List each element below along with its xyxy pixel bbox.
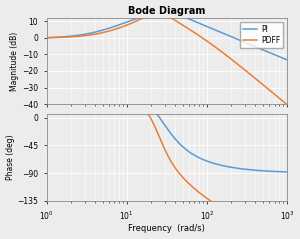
PDFF — [86, 34, 90, 37]
PI — [160, 11, 164, 13]
PDFF — [285, 103, 289, 106]
X-axis label: Frequency  (rad/s): Frequency (rad/s) — [128, 224, 205, 234]
PI — [45, 36, 48, 39]
PDFF — [280, 99, 284, 102]
PDFF — [137, 19, 141, 22]
PDFF — [255, 78, 258, 81]
PI — [86, 32, 90, 35]
PI — [147, 13, 151, 16]
PI — [137, 16, 141, 19]
PDFF — [147, 14, 151, 17]
PI — [280, 56, 284, 59]
PI — [72, 34, 76, 37]
Legend: PI, PDFF: PI, PDFF — [240, 22, 283, 48]
PI — [285, 59, 289, 61]
PDFF — [156, 12, 160, 15]
Y-axis label: Magnitude (dB): Magnitude (dB) — [10, 31, 19, 91]
PDFF — [72, 35, 76, 38]
Title: Bode Diagram: Bode Diagram — [128, 5, 206, 16]
PI — [255, 46, 258, 49]
Y-axis label: Phase (deg): Phase (deg) — [6, 135, 15, 180]
Line: PDFF: PDFF — [46, 14, 287, 105]
Line: PI: PI — [46, 12, 287, 60]
PDFF — [45, 36, 48, 39]
